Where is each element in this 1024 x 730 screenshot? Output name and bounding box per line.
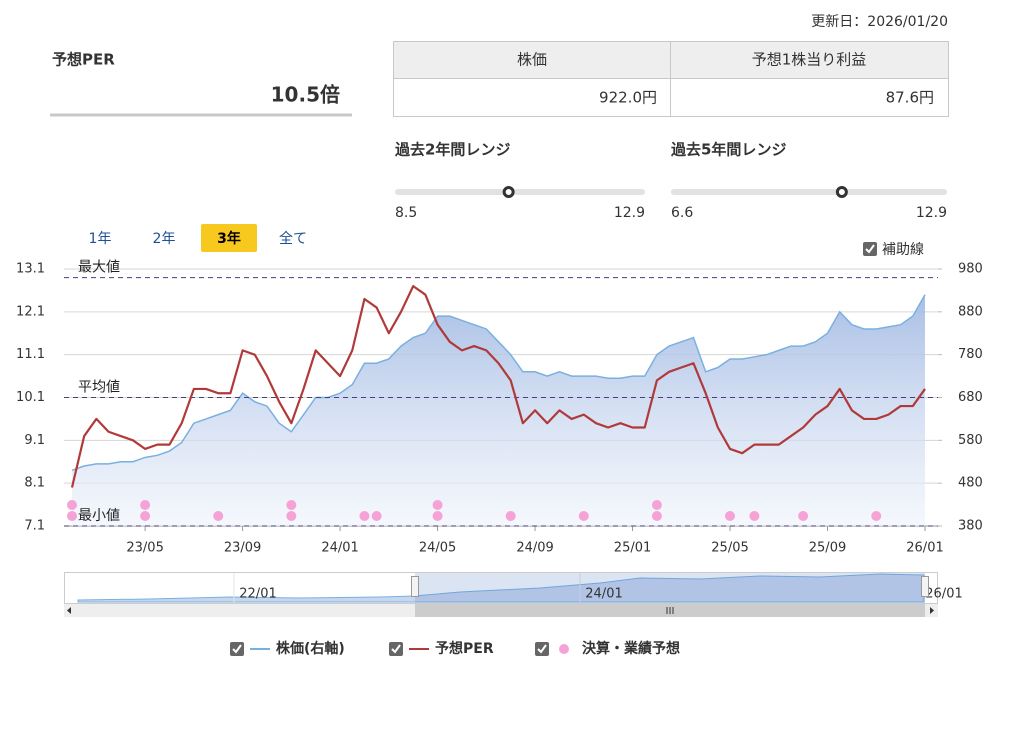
check-mark — [865, 244, 875, 254]
legend-symbol — [559, 644, 569, 654]
event-dot[interactable] — [140, 511, 151, 521]
range-min: 6.6 — [671, 205, 693, 221]
range-track — [395, 189, 645, 195]
y-tick-label: 7.1 — [24, 519, 45, 534]
y2-tick-label: 880 — [958, 304, 983, 319]
x-tick-label: 23/05 — [126, 541, 163, 556]
summary-label: 予想PER — [52, 51, 115, 69]
price-line — [71, 294, 926, 472]
event-dot[interactable] — [651, 511, 662, 521]
y2-tick-label: 780 — [958, 347, 983, 362]
range-track — [671, 189, 947, 195]
x-tick-label: 24/05 — [419, 541, 456, 556]
event-dot[interactable] — [651, 500, 662, 510]
range-max: 12.9 — [614, 205, 645, 221]
event-dot[interactable] — [505, 511, 516, 521]
per-line — [70, 285, 926, 488]
y2-tick-label: 380 — [958, 519, 983, 534]
navigator-label: 22/01 — [239, 587, 276, 602]
range-title: 過去2年間レンジ — [394, 141, 510, 159]
period-button-active[interactable] — [201, 224, 257, 252]
range-max: 12.9 — [916, 205, 947, 221]
y2-tick-label: 980 — [958, 262, 983, 277]
check-mark — [391, 644, 401, 654]
reference-label: 最大値 — [78, 260, 120, 276]
event-dot[interactable] — [432, 500, 443, 510]
legend-label[interactable]: 予想PER — [435, 640, 494, 657]
table-cell: 87.6円 — [886, 89, 934, 107]
navigator-label: 26/01 — [925, 587, 962, 602]
y-tick-label: 13.1 — [16, 262, 45, 277]
event-dot[interactable] — [67, 500, 77, 510]
x-tick-label: 23/09 — [224, 541, 261, 556]
event-dot[interactable] — [725, 511, 736, 521]
y-tick-label: 10.1 — [16, 390, 45, 405]
x-tick-label: 25/05 — [711, 541, 748, 556]
y-tick-label: 12.1 — [16, 304, 45, 319]
event-dot[interactable] — [432, 511, 443, 521]
y-tick-label: 8.1 — [24, 476, 45, 491]
x-tick-label: 24/01 — [321, 541, 358, 556]
event-dot[interactable] — [371, 511, 382, 521]
reference-label: 平均値 — [78, 380, 120, 396]
price-area — [72, 294, 925, 526]
y2-tick-label: 480 — [958, 476, 983, 491]
event-dot[interactable] — [213, 511, 224, 521]
scrollbar-grip — [666, 607, 674, 614]
event-dot[interactable] — [578, 511, 589, 521]
range-marker — [835, 186, 848, 198]
period-button[interactable]: 1年 — [89, 231, 112, 247]
event-dot[interactable] — [798, 511, 809, 521]
scroll-arrow-left[interactable] — [67, 607, 71, 614]
event-dot[interactable] — [749, 511, 760, 521]
event-dot[interactable] — [286, 500, 297, 510]
reference-label: 最小値 — [78, 508, 120, 524]
navigator-series — [77, 573, 925, 603]
table-header: 株価 — [517, 51, 547, 69]
range-marker — [502, 186, 515, 198]
x-tick-label: 26/01 — [906, 541, 943, 556]
navigator-label: 24/01 — [585, 587, 622, 602]
y2-tick-label: 580 — [958, 433, 983, 448]
guide-label[interactable]: 補助線 — [882, 242, 924, 258]
updated-date: 更新日：2026/01/20 — [811, 14, 948, 30]
event-dot[interactable] — [871, 511, 882, 521]
range-min: 8.5 — [395, 205, 417, 221]
period-button[interactable]: 全て — [279, 230, 307, 247]
x-tick-label: 24/09 — [516, 541, 553, 556]
legend-label[interactable]: 決算・業績予想 — [582, 640, 680, 657]
legend-label[interactable]: 株価(右軸) — [276, 640, 345, 657]
check-mark — [232, 644, 242, 654]
table-header: 予想1株当り利益 — [752, 51, 867, 69]
event-dot[interactable] — [67, 511, 77, 521]
range-title: 過去5年間レンジ — [670, 141, 786, 159]
check-mark — [537, 644, 547, 654]
event-dot[interactable] — [359, 511, 370, 521]
event-dot[interactable] — [286, 511, 297, 521]
x-tick-label: 25/09 — [809, 541, 846, 556]
y2-tick-label: 680 — [958, 390, 983, 405]
navigator-handle[interactable] — [921, 576, 929, 597]
x-tick-label: 25/01 — [614, 541, 651, 556]
y-tick-label: 11.1 — [16, 347, 45, 362]
event-dot[interactable] — [140, 500, 151, 510]
table-cell: 922.0円 — [599, 89, 657, 107]
summary-value: 10.5倍 — [271, 83, 340, 107]
scroll-arrow-right[interactable] — [930, 607, 934, 614]
y-tick-label: 9.1 — [24, 433, 45, 448]
navigator-selection[interactable] — [415, 573, 925, 603]
period-button[interactable]: 3年 — [217, 230, 241, 247]
navigator-handle[interactable] — [411, 576, 419, 597]
period-button[interactable]: 2年 — [153, 231, 176, 247]
